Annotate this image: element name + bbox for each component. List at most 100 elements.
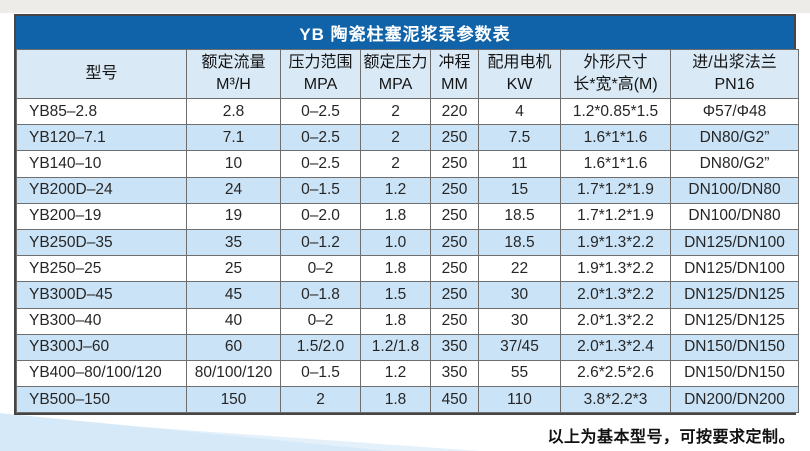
model-cell: YB300–40 bbox=[16, 307, 187, 335]
value-cell: 1.2 bbox=[360, 359, 431, 388]
value-cell: 2.0*1.3*2.4 bbox=[560, 333, 671, 361]
parameters-table: 型号 额定流量 M³/H 压力范围 MPA 额定压力 MPA 冲程 MM bbox=[16, 49, 799, 414]
value-cell: 22 bbox=[478, 255, 561, 283]
value-cell: 1.7*1.2*1.9 bbox=[560, 176, 671, 204]
value-cell: 2 bbox=[360, 124, 431, 152]
table-body: YB85–2.8 2.8 0–2.5 2 220 4 1.2*0.85*1.5 Φ57/Φ48… bbox=[16, 97, 799, 414]
value-cell: 19 bbox=[186, 202, 281, 230]
value-cell: 250 bbox=[430, 255, 479, 283]
value-cell: 80/100/120 bbox=[186, 359, 281, 388]
value-cell: 1.2/1.8 bbox=[360, 333, 431, 361]
value-cell: 220 bbox=[430, 97, 479, 126]
table-row: YB500–150 150 2 1.8 450 110 3.8*2.2*3 DN200/DN2… bbox=[16, 386, 799, 414]
value-cell: 0–1.8 bbox=[280, 281, 361, 309]
value-cell: 25 bbox=[186, 255, 281, 283]
value-cell: 1.9*1.3*2.2 bbox=[560, 255, 671, 283]
value-cell: 250 bbox=[430, 281, 479, 309]
value-cell: 450 bbox=[430, 386, 479, 414]
spec-table: YB 陶瓷柱塞泥浆泵参数表 型号 额定流量 M³/H 压力范围 MPA 额定压力 MP… bbox=[14, 14, 799, 416]
value-cell: 250 bbox=[430, 202, 479, 230]
value-cell: 0–2.0 bbox=[280, 202, 361, 230]
model-cell: YB250–25 bbox=[16, 255, 187, 283]
value-cell: 1.8 bbox=[360, 386, 431, 414]
top-strip-decoration bbox=[0, 0, 810, 13]
value-cell: 24 bbox=[186, 176, 281, 204]
value-cell: DN200/DN200 bbox=[670, 386, 799, 414]
col-header-flange: 进/出浆法兰 PN16 bbox=[670, 49, 799, 99]
value-cell: 1.5/2.0 bbox=[280, 333, 361, 361]
value-cell: 0–1.5 bbox=[280, 176, 361, 204]
footnote: 以上为基本型号，可按要求定制。 bbox=[547, 429, 795, 446]
value-cell: DN80/G2” bbox=[670, 150, 799, 178]
value-cell: 0–1.2 bbox=[280, 228, 361, 257]
value-cell: DN150/DN150 bbox=[670, 359, 799, 388]
col-header-rated-pressure: 额定压力 MPA bbox=[360, 49, 431, 99]
col-header-pressure-range: 压力范围 MPA bbox=[280, 49, 361, 99]
value-cell: 0–2.5 bbox=[280, 97, 361, 126]
value-cell: 250 bbox=[430, 228, 479, 257]
col-header-model: 型号 bbox=[16, 49, 187, 99]
value-cell: 1.8 bbox=[360, 307, 431, 335]
value-cell: DN125/DN100 bbox=[670, 255, 799, 283]
value-cell: 2.6*2.5*2.6 bbox=[560, 359, 671, 388]
value-cell: 0–1.5 bbox=[280, 359, 361, 388]
table-row: YB200–19 19 0–2.0 1.8 250 18.5 1.7*1.2*1.9 DN10… bbox=[16, 202, 799, 230]
value-cell: 2 bbox=[280, 386, 361, 414]
value-cell: 2.8 bbox=[186, 97, 281, 126]
value-cell: DN125/DN125 bbox=[670, 307, 799, 335]
value-cell: 1.8 bbox=[360, 202, 431, 230]
model-cell: YB140–10 bbox=[16, 150, 187, 178]
value-cell: 110 bbox=[478, 386, 561, 414]
value-cell: 150 bbox=[186, 386, 281, 414]
value-cell: 40 bbox=[186, 307, 281, 335]
table-row: YB400–80/100/120 80/100/120 0–1.5 1.2 350 55 2… bbox=[16, 359, 799, 388]
value-cell: 35 bbox=[186, 228, 281, 257]
value-cell: 2 bbox=[360, 97, 431, 126]
value-cell: 37/45 bbox=[478, 333, 561, 361]
value-cell: 1.8 bbox=[360, 255, 431, 283]
value-cell: 1.9*1.3*2.2 bbox=[560, 228, 671, 257]
value-cell: 250 bbox=[430, 124, 479, 152]
col-header-rated-flow: 额定流量 M³/H bbox=[186, 49, 281, 99]
value-cell: 60 bbox=[186, 333, 281, 361]
table-title: YB 陶瓷柱塞泥浆泵参数表 bbox=[16, 16, 794, 49]
value-cell: 15 bbox=[478, 176, 561, 204]
value-cell: 1.5 bbox=[360, 281, 431, 309]
col-header-dimensions: 外形尺寸 长*宽*高(M) bbox=[560, 49, 671, 99]
table-row: YB300J–60 60 1.5/2.0 1.2/1.8 350 37/45 2.0*1.3… bbox=[16, 333, 799, 361]
value-cell: 4 bbox=[478, 97, 561, 126]
value-cell: 18.5 bbox=[478, 202, 561, 230]
value-cell: 45 bbox=[186, 281, 281, 309]
value-cell: 1.2 bbox=[360, 176, 431, 204]
value-cell: 18.5 bbox=[478, 228, 561, 257]
value-cell: 0–2 bbox=[280, 255, 361, 283]
model-cell: YB200D–24 bbox=[16, 176, 187, 204]
value-cell: 10 bbox=[186, 150, 281, 178]
value-cell: 2 bbox=[360, 150, 431, 178]
model-cell: YB85–2.8 bbox=[16, 97, 187, 126]
table-row: YB300D–45 45 0–1.8 1.5 250 30 2.0*1.3*2.2 DN125… bbox=[16, 281, 799, 309]
value-cell: 250 bbox=[430, 176, 479, 204]
value-cell: 0–2.5 bbox=[280, 124, 361, 152]
value-cell: 55 bbox=[478, 359, 561, 388]
value-cell: DN100/DN80 bbox=[670, 176, 799, 204]
table-row: YB250–25 25 0–2 1.8 250 22 1.9*1.3*2.2 DN125/DN… bbox=[16, 255, 799, 283]
value-cell: 1.0 bbox=[360, 228, 431, 257]
model-cell: YB300D–45 bbox=[16, 281, 187, 309]
value-cell: DN125/DN125 bbox=[670, 281, 799, 309]
value-cell: 250 bbox=[430, 150, 479, 178]
value-cell: 30 bbox=[478, 307, 561, 335]
value-cell: 1.2*0.85*1.5 bbox=[560, 97, 671, 126]
value-cell: 1.7*1.2*1.9 bbox=[560, 202, 671, 230]
table-row: YB300–40 40 0–2 1.8 250 30 2.0*1.3*2.2 DN125/DN… bbox=[16, 307, 799, 335]
table-row: YB120–7.1 7.1 0–2.5 2 250 7.5 1.6*1*1.6 DN80/G2… bbox=[16, 124, 799, 152]
value-cell: DN150/DN150 bbox=[670, 333, 799, 361]
value-cell: Φ57/Φ48 bbox=[670, 97, 799, 126]
col-header-motor: 配用电机 KW bbox=[478, 49, 561, 99]
value-cell: 1.6*1*1.6 bbox=[560, 124, 671, 152]
col-header-stroke: 冲程 MM bbox=[430, 49, 479, 99]
value-cell: 2.0*1.3*2.2 bbox=[560, 281, 671, 309]
value-cell: 30 bbox=[478, 281, 561, 309]
value-cell: 250 bbox=[430, 307, 479, 335]
table-row: YB85–2.8 2.8 0–2.5 2 220 4 1.2*0.85*1.5 Φ57/Φ48 bbox=[16, 97, 799, 126]
